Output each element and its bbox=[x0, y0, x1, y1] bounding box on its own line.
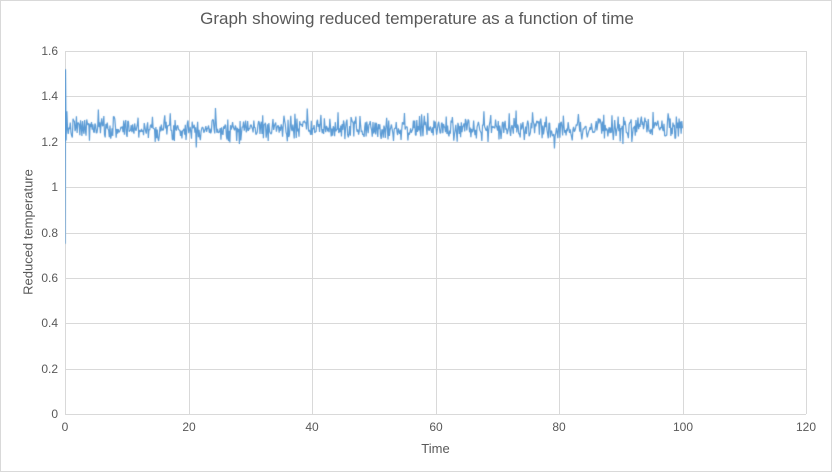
x-tick-label: 100 bbox=[672, 420, 694, 434]
y-tick-label: 1 bbox=[51, 180, 58, 194]
data-series-temperature bbox=[65, 51, 807, 415]
x-axis-title: Time bbox=[421, 441, 450, 456]
x-tick-label: 0 bbox=[61, 420, 69, 434]
y-tick-label: 1.2 bbox=[41, 135, 58, 149]
y-tick-label: 0 bbox=[51, 407, 58, 421]
x-tick-label: 40 bbox=[305, 420, 319, 434]
y-tick-label: 0.6 bbox=[41, 271, 58, 285]
y-tick-label: 1.6 bbox=[41, 44, 58, 58]
y-tick-label: 1.4 bbox=[41, 89, 58, 103]
x-tick-label: 80 bbox=[552, 420, 566, 434]
y-tick-label: 0.4 bbox=[41, 316, 58, 330]
x-tick-label: 120 bbox=[795, 420, 817, 434]
x-tick-label: 20 bbox=[182, 420, 196, 434]
chart-title: Graph showing reduced temperature as a f… bbox=[200, 9, 634, 28]
y-tick-label: 0.8 bbox=[41, 226, 58, 240]
y-tick-label: 0.2 bbox=[41, 362, 58, 376]
x-tick-label: 60 bbox=[429, 420, 443, 434]
